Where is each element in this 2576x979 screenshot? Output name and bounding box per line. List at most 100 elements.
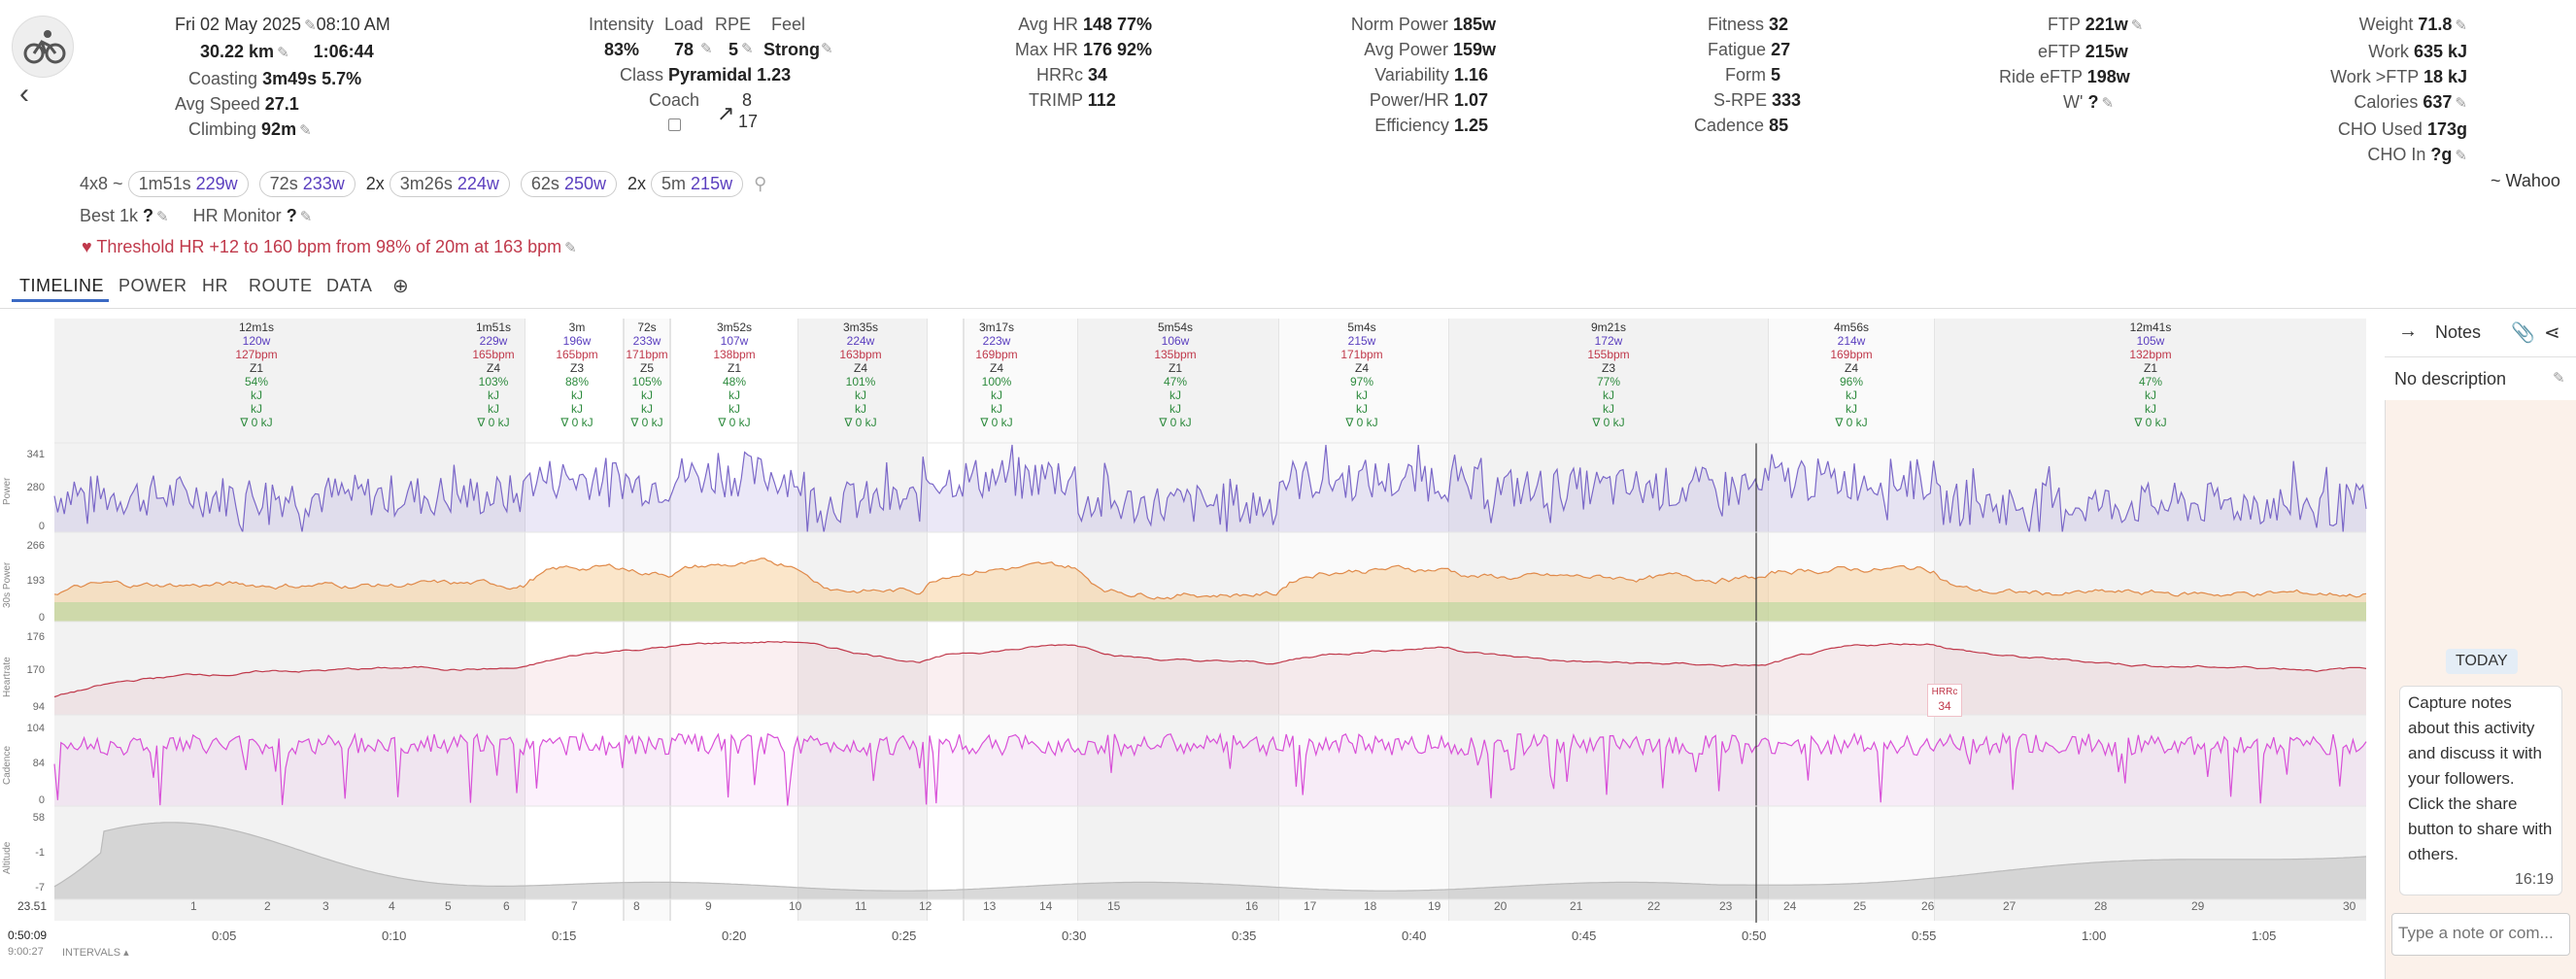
lap-number[interactable]: 23 (1719, 899, 1733, 913)
interval-z: Z1 (1168, 361, 1182, 375)
interval-highlight[interactable] (927, 319, 964, 921)
coach-checkbox[interactable] (668, 118, 681, 131)
add-tab-icon[interactable]: ⊕ (392, 276, 410, 297)
tab-timeline[interactable]: TIMELINE (19, 276, 105, 295)
feel-value[interactable]: Strong (763, 40, 820, 59)
lap-number[interactable]: 6 (503, 899, 510, 913)
edit-icon[interactable]: ✎ (299, 209, 313, 225)
interval-label[interactable]: 3m35s 224w 163bpm Z4 101% kJ kJ ∇ 0 kJ (793, 321, 929, 429)
interval-label[interactable]: 12m41s 105w 132bpm Z1 47% kJ kJ ∇ 0 kJ (2083, 321, 2219, 429)
interval-label[interactable]: 4m56s 214w 169bpm Z4 96% kJ kJ ∇ 0 kJ (1783, 321, 1919, 429)
interval-energy: kJ (1169, 388, 1181, 402)
interval-label[interactable]: 3m 196w 165bpm Z3 88% kJ kJ ∇ 0 kJ (509, 321, 645, 429)
interval-label[interactable]: 3m17s 223w 169bpm Z4 100% kJ kJ ∇ 0 kJ (929, 321, 1065, 429)
interval-highlight[interactable] (964, 319, 1078, 921)
lap-number[interactable]: 17 (1304, 899, 1317, 913)
edit-icon[interactable]: ✎ (2455, 95, 2467, 112)
collapse-arrow-icon[interactable]: → (2398, 321, 2418, 342)
lap-number[interactable]: 3 (322, 899, 329, 913)
lap-number[interactable]: 26 (1921, 899, 1935, 913)
lap-number[interactable]: 7 (571, 899, 578, 913)
lap-number[interactable]: 5 (445, 899, 452, 913)
share-icon[interactable]: ⋖ (2544, 322, 2560, 344)
structure-chip[interactable]: 62s 250w (520, 171, 617, 197)
note-input[interactable] (2392, 914, 2563, 953)
edit-icon[interactable]: ✎ (277, 45, 289, 61)
structure-chip[interactable]: 1m51s 229w (127, 171, 249, 197)
edit-icon[interactable]: ✎ (741, 41, 754, 57)
structure-repeat: 2x (365, 174, 385, 193)
lap-number[interactable]: 4 (389, 899, 395, 913)
lap-number[interactable]: 16 (1245, 899, 1259, 913)
activity-date[interactable]: Fri 02 May 2025 (175, 15, 302, 34)
intensity-label: Intensity (589, 15, 655, 34)
axis-tick: 58 (32, 812, 45, 824)
back-button[interactable]: ‹ (19, 78, 29, 110)
interval-label[interactable]: 1m51s 229w 165bpm Z4 103% kJ kJ ∇ 0 kJ (425, 321, 561, 429)
lap-number[interactable]: 15 (1107, 899, 1121, 913)
interval-highlight[interactable] (1768, 319, 1935, 921)
tab-power[interactable]: POWER (119, 276, 187, 295)
lap-number[interactable]: 19 (1428, 899, 1441, 913)
tab-data[interactable]: DATA (326, 276, 373, 295)
lap-number[interactable]: 25 (1853, 899, 1867, 913)
lap-number[interactable]: 28 (2094, 899, 2108, 913)
edit-icon[interactable]: ✎ (564, 240, 577, 256)
interval-label[interactable]: 9m21s 172w 155bpm Z3 77% kJ kJ ∇ 0 kJ (1541, 321, 1677, 429)
lap-number[interactable]: 2 (264, 899, 271, 913)
edit-icon[interactable]: ✎ (821, 41, 833, 57)
lap-number[interactable]: 27 (2003, 899, 2017, 913)
timeline-chart[interactable] (0, 0, 2382, 979)
rpe-value[interactable]: 5 (729, 40, 739, 59)
lap-number[interactable]: 14 (1039, 899, 1053, 913)
interval-structure: 4x8 ~ 1m51s 229w 72s 233w 2x 3m26s 224w … (80, 171, 766, 197)
edit-icon[interactable]: ✎ (299, 122, 312, 139)
edit-icon[interactable]: ✎ (2553, 370, 2565, 387)
search-icon[interactable]: ⚲ (754, 174, 767, 193)
structure-chip[interactable]: 72s 233w (258, 171, 356, 197)
lap-number[interactable]: 29 (2191, 899, 2205, 913)
edit-icon[interactable]: ✎ (2130, 17, 2144, 34)
lap-number[interactable]: 11 (855, 899, 867, 913)
edit-icon[interactable]: ✎ (2455, 148, 2467, 164)
lap-number[interactable]: 24 (1783, 899, 1797, 913)
interval-highlight[interactable] (1278, 319, 1449, 921)
interval-label[interactable]: 5m4s 215w 171bpm Z4 97% kJ kJ ∇ 0 kJ (1294, 321, 1430, 429)
edit-icon[interactable]: ✎ (2101, 95, 2115, 112)
note-input-box[interactable] (2391, 913, 2570, 956)
lap-number[interactable]: 21 (1570, 899, 1583, 913)
interval-highlight[interactable] (525, 319, 624, 921)
lap-number[interactable]: 8 (633, 899, 640, 913)
edit-icon[interactable]: ✎ (156, 209, 169, 225)
description-row[interactable]: No description ✎ (2385, 357, 2576, 400)
edit-icon[interactable]: ✎ (304, 17, 317, 34)
attach-icon[interactable]: 📎 (2511, 322, 2535, 344)
activity-avatar[interactable] (12, 16, 74, 78)
interval-highlight[interactable] (624, 319, 670, 921)
lap-number[interactable]: 13 (983, 899, 997, 913)
intervals-toggle[interactable]: INTERVALS ▴ (62, 947, 129, 959)
interval-label[interactable]: 5m54s 106w 135bpm Z1 47% kJ kJ ∇ 0 kJ (1107, 321, 1243, 429)
lap-number[interactable]: 18 (1364, 899, 1377, 913)
lap-number[interactable]: 22 (1647, 899, 1661, 913)
edit-icon[interactable]: ✎ (700, 41, 713, 57)
interval-label[interactable]: 3m52s 107w 138bpm Z1 48% kJ kJ ∇ 0 kJ (666, 321, 802, 429)
tab-route[interactable]: ROUTE (249, 276, 313, 295)
lap-number[interactable]: 1 (190, 899, 197, 913)
interval-label[interactable]: 12m1s 120w 127bpm Z1 54% kJ kJ ∇ 0 kJ (188, 321, 324, 429)
axis-tick: 176 (26, 631, 45, 643)
lap-number[interactable]: 9 (705, 899, 712, 913)
lap-number[interactable]: 30 (2343, 899, 2356, 913)
structure-chip[interactable]: 5m 215w (651, 171, 744, 197)
interval-energy: kJ (488, 402, 499, 416)
interval-d: 3m35s (842, 321, 879, 334)
structure-chip[interactable]: 3m26s 224w (389, 171, 510, 197)
lap-number[interactable]: 12 (919, 899, 932, 913)
tab-hr[interactable]: HR (202, 276, 228, 295)
edit-icon[interactable]: ✎ (2455, 17, 2467, 34)
interval-label[interactable]: 72s 233w 171bpm Z5 105% kJ kJ ∇ 0 kJ (579, 321, 715, 429)
interval-highlight[interactable] (670, 319, 798, 921)
lap-number[interactable]: 10 (789, 899, 802, 913)
distance-value: 30.22 km (200, 42, 275, 61)
lap-number[interactable]: 20 (1494, 899, 1508, 913)
